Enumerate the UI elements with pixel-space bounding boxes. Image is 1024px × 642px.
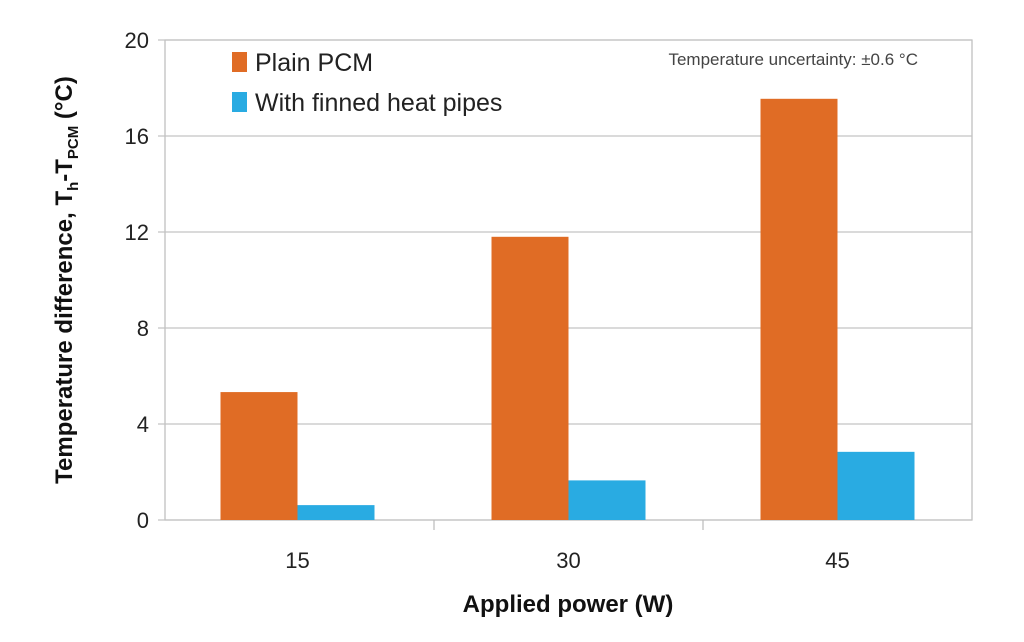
y-tick-label: 4 <box>137 412 149 437</box>
bar-plain-pcm-30 <box>491 236 569 521</box>
legend-swatch <box>232 52 247 72</box>
legend-swatch <box>232 92 247 112</box>
y-axis-label: Temperature difference, Th-TPCM (°C) <box>51 76 82 484</box>
bar-plain-pcm-45 <box>760 98 838 521</box>
legend-label: Plain PCM <box>255 49 373 77</box>
x-tick-label: 45 <box>825 548 849 573</box>
legend-label: With finned heat pipes <box>255 89 502 117</box>
bar-with-finned-heat-pipes-45 <box>837 451 915 520</box>
x-axis-label: Applied power (W) <box>463 591 674 618</box>
y-tick-label: 8 <box>137 316 149 341</box>
bar-with-finned-heat-pipes-15 <box>297 505 375 520</box>
x-tick-label: 30 <box>556 548 580 573</box>
y-tick-label: 12 <box>125 220 149 245</box>
y-tick-label: 0 <box>137 508 149 533</box>
bar-with-finned-heat-pipes-30 <box>568 480 646 520</box>
bar-plain-pcm-15 <box>220 392 298 520</box>
x-tick-label: 15 <box>285 548 309 573</box>
uncertainty-annotation: Temperature uncertainty: ±0.6 °C <box>668 50 918 69</box>
y-tick-label: 16 <box>125 124 149 149</box>
y-tick-label: 20 <box>125 28 149 53</box>
